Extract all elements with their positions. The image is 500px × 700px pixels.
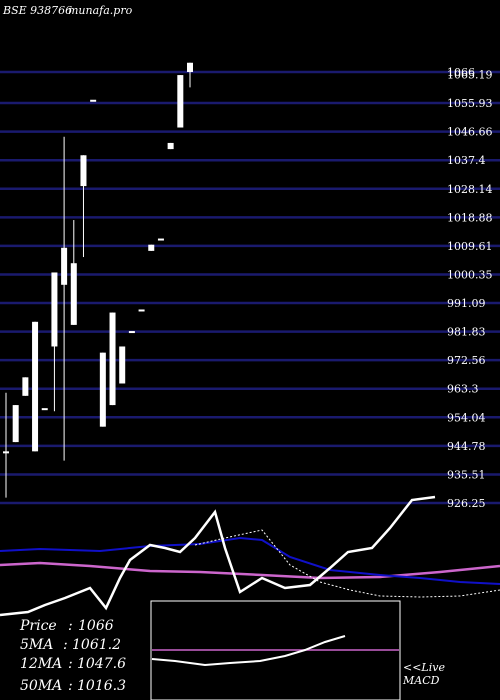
candle-7 [70,220,77,325]
candle-body-13 [128,331,135,334]
candle-body-12 [119,346,126,384]
ma50-value: 1016.3 [77,678,126,694]
macd-lines [151,635,399,667]
y-tick-label-13: 954.04 [447,411,486,424]
candle-body-1 [12,405,19,443]
ma-magenta-line [0,561,500,580]
candle-body-0 [3,451,9,454]
ma50-label: 50MA [20,678,62,694]
candle-15 [148,244,155,251]
candle-body-8 [80,155,87,187]
candle-5 [51,272,58,412]
ma-dotted-line [194,529,500,598]
candle-18 [177,75,184,128]
candle-11 [109,312,116,406]
candle-9 [90,99,97,102]
candle-13 [128,331,135,334]
candle-body-15 [148,244,155,251]
price-white-line [0,495,436,617]
y-tick-label-7: 1009.61 [447,240,493,253]
ma5-separator: : [63,637,68,653]
y-tick-label-12: 963.3 [447,383,479,396]
candle-body-11 [109,312,116,406]
ma50-separator: : [68,678,73,694]
ma12-separator: : [68,656,73,672]
y-tick-label-3: 1046.66 [447,126,493,139]
ma12-value: 1047.6 [77,656,126,672]
y-tick-label-0: 1066 [447,66,475,79]
y-tick-label-4: 1037.4 [447,154,486,167]
candle-body-9 [90,99,97,102]
y-tick-label-1: 1065.19 [447,68,493,81]
y-tick-label-2: 1055.93 [447,97,493,110]
y-tick-label-11: 972.56 [447,354,486,367]
candle-body-3 [32,321,39,452]
candle-body-18 [177,75,184,128]
header: BSE 938766 munafa.pro [2,4,133,17]
price-separator: : [68,618,73,634]
candle-1 [12,405,19,443]
macd-panel: <<Live MACD [150,600,445,700]
ma-blue-line [0,536,500,585]
y-tick-label-14: 944.78 [447,440,486,453]
candle-19 [187,62,193,88]
candle-body-7 [70,263,77,325]
candle-body-19 [187,62,193,72]
candle-body-17 [167,142,174,150]
candle-17 [167,142,174,150]
macd-line [151,635,346,667]
candle-0 [3,392,9,498]
y-tick-label-15: 935.51 [447,468,486,481]
ma5-value: 1061.2 [72,637,121,653]
y-tick-label-10: 981.83 [447,326,486,339]
price-label: Price [19,618,57,634]
candle-body-2 [22,377,29,396]
candle-body-6 [61,247,68,285]
candle-4 [41,408,48,411]
candle-2 [22,377,29,396]
candle-body-14 [138,309,145,312]
stats-box: Price : 1066 5MA : 1061.2 12MA : 1047.6 … [19,618,126,694]
price-value: 1066 [78,618,114,634]
y-tick-label-6: 1018.88 [447,211,493,224]
ma5-label: 5MA [20,637,53,653]
moving-average-panel [0,495,500,617]
ticker-label: BSE 938766 [2,4,72,17]
macd-live-label: <<Live [403,661,445,674]
y-tick-label-5: 1028.14 [447,183,493,196]
y-tick-label-16: 926.25 [447,497,486,510]
candle-body-10 [99,352,106,427]
candlestick-series [3,62,193,498]
y-tick-label-8: 1000.35 [447,268,493,281]
macd-title: MACD [402,674,440,687]
y-tick-label-9: 991.09 [447,297,486,310]
candle-10 [99,352,106,427]
candle-body-4 [41,408,48,411]
candle-body-16 [157,238,164,241]
candle-3 [32,321,39,452]
candle-16 [157,238,164,241]
candle-14 [138,309,145,312]
ma12-label: 12MA [20,656,62,672]
candle-6 [61,136,68,461]
candle-12 [119,346,126,384]
candle-8 [80,155,87,258]
candle-body-5 [51,272,58,347]
site-label: munafa.pro [68,4,133,17]
